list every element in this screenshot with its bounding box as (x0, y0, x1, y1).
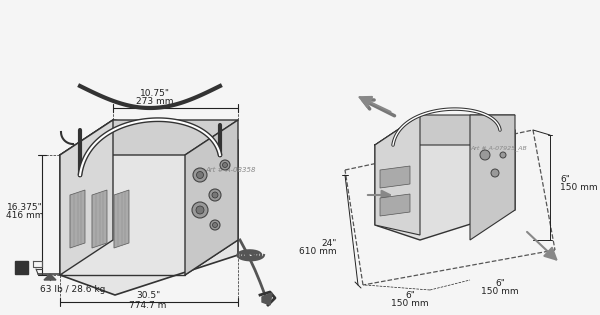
Text: Art # A-08358: Art # A-08358 (205, 167, 256, 173)
Circle shape (193, 168, 207, 182)
Text: Art # A-07925_AB: Art # A-07925_AB (470, 145, 527, 151)
Text: 63 lb / 28.6 kg: 63 lb / 28.6 kg (40, 285, 106, 295)
Polygon shape (44, 274, 56, 280)
Text: 150 mm: 150 mm (391, 299, 429, 307)
Polygon shape (60, 120, 238, 155)
Polygon shape (185, 120, 238, 275)
Circle shape (212, 222, 218, 227)
Polygon shape (92, 190, 107, 248)
Polygon shape (375, 115, 515, 145)
Text: 6": 6" (405, 290, 415, 300)
Polygon shape (375, 115, 420, 235)
Text: 6": 6" (560, 175, 570, 185)
Circle shape (197, 171, 203, 179)
Circle shape (209, 189, 221, 201)
Polygon shape (60, 120, 113, 275)
Circle shape (480, 150, 490, 160)
Polygon shape (380, 194, 410, 216)
Text: 6": 6" (495, 278, 505, 288)
Text: 30.5": 30.5" (136, 291, 160, 301)
Polygon shape (70, 190, 85, 248)
Polygon shape (60, 120, 238, 295)
Circle shape (220, 160, 230, 170)
Polygon shape (470, 115, 515, 240)
Polygon shape (380, 166, 410, 188)
Text: 24": 24" (322, 238, 337, 248)
Polygon shape (114, 190, 129, 248)
Circle shape (500, 152, 506, 158)
Text: 10.75": 10.75" (140, 89, 170, 99)
Polygon shape (15, 261, 28, 274)
Text: 273 mm: 273 mm (136, 96, 174, 106)
Text: 610 mm: 610 mm (299, 247, 337, 255)
Text: 774.7 m: 774.7 m (130, 301, 167, 310)
Text: 16.375": 16.375" (7, 203, 43, 211)
Circle shape (196, 206, 204, 214)
Polygon shape (375, 115, 515, 240)
Circle shape (223, 163, 227, 168)
Circle shape (192, 202, 208, 218)
Text: 150 mm: 150 mm (481, 287, 519, 295)
Polygon shape (262, 293, 272, 305)
Circle shape (491, 169, 499, 177)
Circle shape (212, 192, 218, 198)
Text: 416 mm: 416 mm (6, 210, 44, 220)
Text: 150 mm: 150 mm (560, 184, 598, 192)
Circle shape (210, 220, 220, 230)
